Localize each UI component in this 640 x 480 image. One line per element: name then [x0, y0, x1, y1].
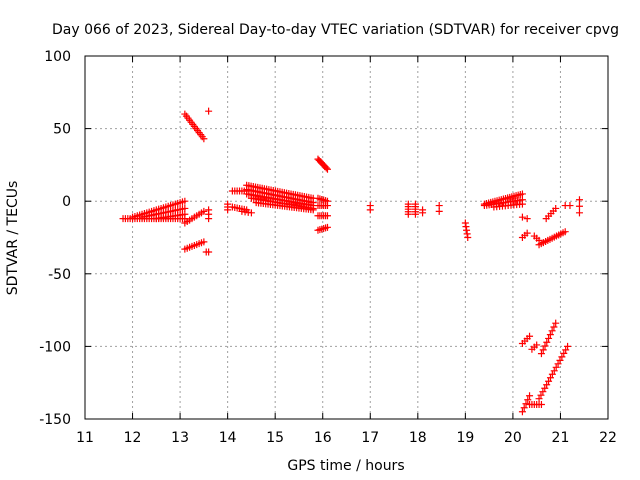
data-point — [366, 206, 374, 214]
data-point — [205, 107, 213, 115]
data-point — [323, 212, 331, 220]
data-point — [518, 200, 526, 208]
data-point — [546, 331, 554, 339]
plot-frame — [84, 55, 609, 420]
data-point — [523, 229, 531, 237]
y-tick-label: -150 — [39, 412, 71, 428]
y-tick-label: -100 — [39, 339, 71, 355]
data-point — [550, 323, 558, 331]
x-tick-label: 15 — [266, 430, 284, 446]
data-point — [309, 206, 317, 214]
data-point — [322, 164, 330, 172]
data-point — [539, 346, 547, 354]
data-point — [181, 197, 189, 205]
data-point — [181, 210, 189, 218]
grid — [85, 56, 608, 419]
x-tick-label: 12 — [124, 430, 142, 446]
x-tick-labels: 11 12 13 14 15 16 17 18 19 20 21 22 — [76, 430, 617, 446]
data-point — [522, 400, 530, 408]
data-point — [247, 209, 255, 217]
data-point — [404, 210, 412, 218]
x-tick-label: 21 — [552, 430, 570, 446]
data-point — [537, 350, 545, 358]
data-point — [548, 327, 556, 335]
data-point — [524, 396, 532, 404]
y-axis-label: SDTVAR / TECUs — [5, 181, 21, 296]
data-point — [518, 213, 526, 221]
data-point — [564, 342, 572, 350]
data-point — [435, 207, 443, 215]
data-series — [119, 107, 583, 416]
axis-ticks — [84, 55, 609, 420]
data-point — [205, 248, 213, 256]
data-point — [526, 392, 534, 400]
data-point — [537, 400, 545, 408]
data-point — [323, 223, 331, 231]
x-tick-label: 20 — [504, 430, 522, 446]
data-point — [200, 207, 208, 215]
data-point — [552, 204, 560, 212]
x-tick-label: 16 — [314, 430, 332, 446]
data-point — [552, 319, 560, 327]
x-tick-label: 11 — [76, 430, 94, 446]
x-tick-label: 14 — [219, 430, 237, 446]
data-point — [541, 342, 549, 350]
y-tick-label: -50 — [48, 267, 71, 283]
data-point — [561, 228, 569, 236]
y-tick-label: 100 — [44, 49, 71, 65]
data-point — [575, 209, 583, 217]
y-tick-label: 0 — [62, 194, 71, 210]
x-tick-label: 18 — [409, 430, 427, 446]
x-tick-label: 19 — [456, 430, 474, 446]
data-point — [200, 238, 208, 246]
data-point — [526, 332, 534, 340]
data-point — [419, 209, 427, 217]
data-point — [533, 341, 541, 349]
x-tick-label: 13 — [171, 430, 189, 446]
data-point — [224, 206, 232, 214]
data-point — [545, 334, 553, 342]
y-tick-label: 50 — [53, 122, 71, 138]
data-point — [543, 338, 551, 346]
data-point — [520, 404, 528, 412]
y-tick-labels: -150 -100 -50 0 50 100 — [39, 49, 71, 428]
data-point — [518, 408, 526, 416]
data-point — [464, 234, 472, 241]
data-point — [575, 202, 583, 210]
data-point — [323, 165, 331, 173]
chart-title: Day 066 of 2023, Sidereal Day-to-day VTE… — [52, 22, 619, 38]
data-point — [523, 215, 531, 223]
data-point — [205, 215, 213, 223]
data-point — [323, 202, 331, 210]
x-tick-label: 22 — [599, 430, 617, 446]
data-point — [200, 135, 208, 143]
data-point — [575, 196, 583, 204]
x-tick-label: 17 — [361, 430, 379, 446]
data-point — [411, 210, 419, 218]
x-axis-label: GPS time / hours — [287, 458, 404, 474]
data-point — [566, 202, 574, 210]
